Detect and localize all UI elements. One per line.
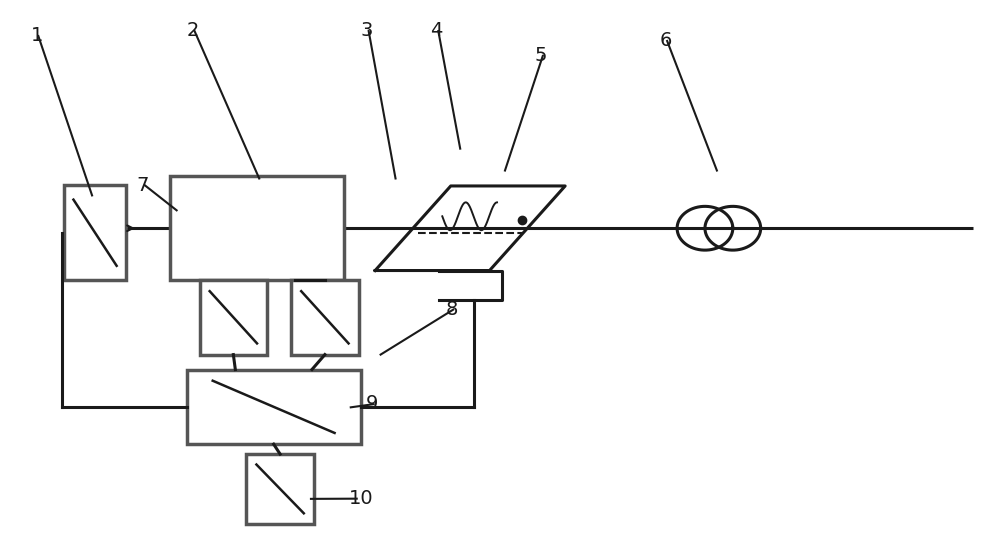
Text: 5: 5 (535, 46, 547, 65)
Text: 2: 2 (187, 21, 199, 40)
Text: 3: 3 (361, 21, 373, 40)
Text: 10: 10 (349, 489, 373, 508)
Bar (200, 280, 267, 355)
Bar (187, 370, 361, 444)
Text: 8: 8 (445, 300, 458, 319)
Bar (291, 280, 359, 355)
Text: 7: 7 (137, 176, 149, 195)
Text: 9: 9 (366, 395, 378, 413)
Text: 6: 6 (659, 31, 672, 50)
Text: 4: 4 (430, 21, 443, 40)
Bar (246, 454, 314, 524)
Bar (64, 186, 126, 280)
Text: 1: 1 (30, 26, 43, 45)
Bar (170, 176, 344, 280)
